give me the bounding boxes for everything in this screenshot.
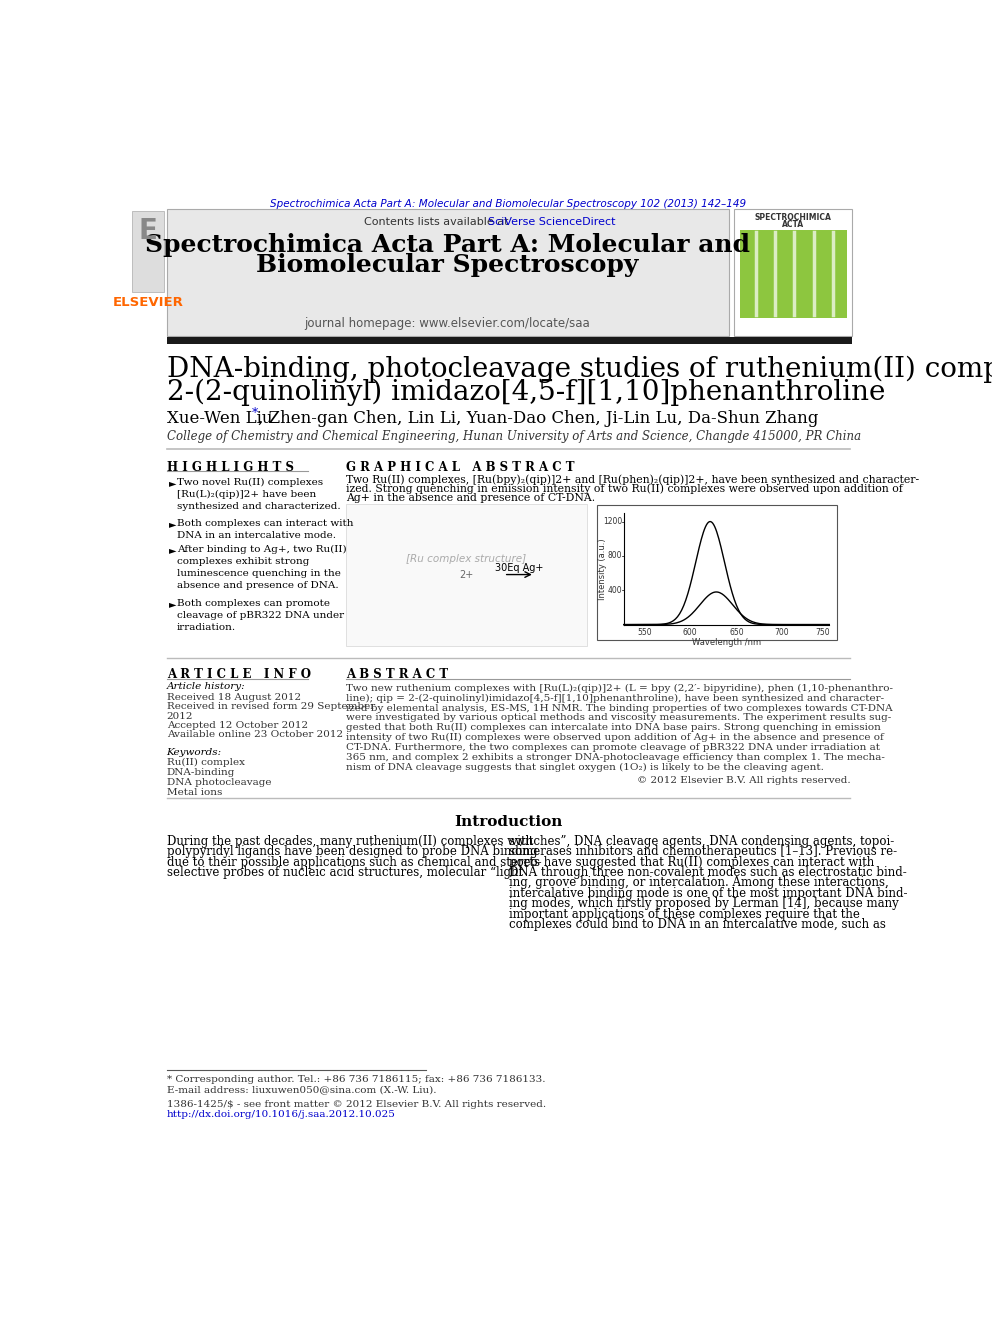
Text: ►: ► — [169, 479, 177, 488]
Text: line); qip = 2-(2-quinolinyl)imidazo[4,5-f][1,10]phenanthroline), have been synt: line); qip = 2-(2-quinolinyl)imidazo[4,5… — [346, 693, 885, 703]
Text: journal homepage: www.elsevier.com/locate/saa: journal homepage: www.elsevier.com/locat… — [305, 316, 590, 329]
Text: [Ru complex structure]: [Ru complex structure] — [407, 554, 527, 564]
Bar — [346, 504, 586, 646]
Text: DNA-binding, photocleavage studies of ruthenium(II) complexes with: DNA-binding, photocleavage studies of ru… — [167, 356, 992, 384]
Text: polypyridyl ligands have been designed to probe DNA binding: polypyridyl ligands have been designed t… — [167, 845, 538, 859]
Text: 2012: 2012 — [167, 712, 193, 721]
Text: DNA-binding: DNA-binding — [167, 767, 235, 777]
Text: important applications of these complexes require that the: important applications of these complexe… — [509, 908, 860, 921]
Text: 650: 650 — [729, 627, 744, 636]
Text: Contents lists available at: Contents lists available at — [364, 217, 512, 226]
Text: Biomolecular Spectroscopy: Biomolecular Spectroscopy — [256, 254, 639, 278]
Text: Received in revised form 29 September: Received in revised form 29 September — [167, 703, 375, 712]
Text: 30Eq Ag+: 30Eq Ag+ — [495, 564, 544, 573]
Text: nism of DNA cleavage suggests that singlet oxygen (1O₂) is likely to be the clea: nism of DNA cleavage suggests that singl… — [346, 763, 824, 771]
Text: DNA through three non-covalent modes such as electrostatic bind-: DNA through three non-covalent modes suc… — [509, 867, 907, 878]
Text: Article history:: Article history: — [167, 683, 245, 692]
Text: Keywords:: Keywords: — [167, 747, 222, 757]
Text: http://dx.doi.org/10.1016/j.saa.2012.10.025: http://dx.doi.org/10.1016/j.saa.2012.10.… — [167, 1110, 396, 1119]
Text: Available online 23 October 2012: Available online 23 October 2012 — [167, 730, 343, 740]
Bar — [740, 230, 847, 318]
Text: ►: ► — [169, 519, 177, 529]
Text: Spectrochimica Acta Part A: Molecular and: Spectrochimica Acta Part A: Molecular an… — [145, 233, 750, 258]
Text: College of Chemistry and Chemical Engineering, Hunan University of Arts and Scie: College of Chemistry and Chemical Engine… — [167, 430, 861, 443]
Text: A R T I C L E   I N F O: A R T I C L E I N F O — [167, 668, 310, 681]
Text: Received 18 August 2012: Received 18 August 2012 — [167, 693, 301, 703]
Text: During the past decades, many ruthenium(II) complexes with: During the past decades, many ruthenium(… — [167, 835, 533, 848]
Text: Xue-Wen Liu: Xue-Wen Liu — [167, 410, 278, 427]
Text: Two new ruthenium complexes with [Ru(L)₂(qip)]2+ (L = bpy (2,2′- bipyridine), ph: Two new ruthenium complexes with [Ru(L)₂… — [346, 684, 894, 693]
Text: selective probes of nucleic acid structures, molecular “light: selective probes of nucleic acid structu… — [167, 867, 523, 878]
Text: 550: 550 — [637, 627, 652, 636]
Text: 365 nm, and complex 2 exhibits a stronger DNA-photocleavage efficiency than comp: 365 nm, and complex 2 exhibits a stronge… — [346, 753, 885, 762]
Text: were investigated by various optical methods and viscosity measurements. The exp: were investigated by various optical met… — [346, 713, 892, 722]
Text: E-mail address: liuxuwen050@sina.com (X.-W. Liu).: E-mail address: liuxuwen050@sina.com (X.… — [167, 1085, 436, 1094]
Text: E: E — [139, 217, 158, 245]
Text: ►: ► — [169, 599, 177, 609]
Text: 700: 700 — [775, 627, 790, 636]
Text: Metal ions: Metal ions — [167, 789, 222, 796]
Bar — [167, 209, 728, 336]
Text: CT-DNA. Furthermore, the two complexes can promote cleavage of pBR322 DNA under : CT-DNA. Furthermore, the two complexes c… — [346, 744, 881, 751]
Text: ing modes, which firstly proposed by Lerman [14], because many: ing modes, which firstly proposed by Ler… — [509, 897, 899, 910]
Text: ELSEVIER: ELSEVIER — [112, 296, 184, 308]
Text: switches”, DNA cleavage agents, DNA condensing agents, topoi-: switches”, DNA cleavage agents, DNA cond… — [509, 835, 895, 848]
Text: somerases inhibitors and chemotherapeutics [1–13]. Previous re-: somerases inhibitors and chemotherapeuti… — [509, 845, 898, 859]
Text: intercalative binding mode is one of the most important DNA bind-: intercalative binding mode is one of the… — [509, 886, 908, 900]
Text: Both complexes can promote
cleavage of pBR322 DNA under
irradiation.: Both complexes can promote cleavage of p… — [177, 599, 344, 632]
Text: ized by elemental analysis, ES-MS, 1H NMR. The binding properties of two complex: ized by elemental analysis, ES-MS, 1H NM… — [346, 704, 893, 713]
Text: 800: 800 — [608, 552, 622, 561]
Text: ►: ► — [169, 545, 177, 556]
Text: Two Ru(II) complexes, [Ru(bpy)₂(qip)]2+ and [Ru(phen)₂(qip)]2+, have been synthe: Two Ru(II) complexes, [Ru(bpy)₂(qip)]2+ … — [346, 475, 920, 486]
Text: ACTA: ACTA — [782, 220, 804, 229]
Text: SPECTROCHIMICA: SPECTROCHIMICA — [754, 213, 831, 222]
Text: Wavelength /nm: Wavelength /nm — [692, 639, 761, 647]
Text: 400: 400 — [608, 586, 622, 595]
Text: Introduction: Introduction — [454, 815, 562, 828]
Bar — [734, 209, 852, 336]
Text: After binding to Ag+, two Ru(II)
complexes exhibit strong
luminescence quenching: After binding to Ag+, two Ru(II) complex… — [177, 545, 346, 590]
Text: Spectrochimica Acta Part A: Molecular and Biomolecular Spectroscopy 102 (2013) 1: Spectrochimica Acta Part A: Molecular an… — [271, 198, 746, 209]
Text: ing, groove binding, or intercalation. Among these interactions,: ing, groove binding, or intercalation. A… — [509, 876, 889, 889]
Text: SciVerse ScienceDirect: SciVerse ScienceDirect — [488, 217, 616, 226]
Text: 2-(2-quinolinyl) imidazo[4,5-f][1,10]phenanthroline: 2-(2-quinolinyl) imidazo[4,5-f][1,10]phe… — [167, 378, 885, 406]
Text: H I G H L I G H T S: H I G H L I G H T S — [167, 462, 294, 475]
Text: ports have suggested that Ru(II) complexes can interact with: ports have suggested that Ru(II) complex… — [509, 856, 874, 869]
Text: Both complexes can interact with
DNA in an intercalative mode.: Both complexes can interact with DNA in … — [177, 519, 353, 540]
Bar — [597, 505, 837, 640]
Bar — [167, 337, 852, 344]
Text: 1200: 1200 — [603, 517, 622, 527]
Text: complexes could bind to DNA in an intercalative mode, such as: complexes could bind to DNA in an interc… — [509, 918, 886, 931]
Text: due to their possible applications such as chemical and stereo-: due to their possible applications such … — [167, 856, 542, 869]
Text: 2+: 2+ — [459, 570, 473, 579]
Text: gested that both Ru(II) complexes can intercalate into DNA base pairs. Strong qu: gested that both Ru(II) complexes can in… — [346, 724, 881, 733]
Text: Ru(II) complex: Ru(II) complex — [167, 758, 245, 767]
Text: © 2012 Elsevier B.V. All rights reserved.: © 2012 Elsevier B.V. All rights reserved… — [637, 777, 850, 786]
Text: Two novel Ru(II) complexes
[Ru(L)₂(qip)]2+ have been
synthesized and characteriz: Two novel Ru(II) complexes [Ru(L)₂(qip)]… — [177, 479, 340, 511]
Text: DNA photocleavage: DNA photocleavage — [167, 778, 271, 787]
Text: G R A P H I C A L   A B S T R A C T: G R A P H I C A L A B S T R A C T — [346, 462, 575, 475]
Text: * Corresponding author. Tel.: +86 736 7186115; fax: +86 736 7186133.: * Corresponding author. Tel.: +86 736 71… — [167, 1076, 546, 1084]
Text: Ag+ in the absence and presence of CT-DNA.: Ag+ in the absence and presence of CT-DN… — [346, 493, 595, 503]
Text: Accepted 12 October 2012: Accepted 12 October 2012 — [167, 721, 308, 730]
Text: ized. Strong quenching in emission intensity of two Ru(II) complexes were observ: ized. Strong quenching in emission inten… — [346, 484, 904, 495]
Text: 600: 600 — [682, 627, 697, 636]
Text: 750: 750 — [815, 627, 830, 636]
Text: A B S T R A C T: A B S T R A C T — [346, 668, 448, 681]
Text: intensity of two Ru(II) complexes were observed upon addition of Ag+ in the abse: intensity of two Ru(II) complexes were o… — [346, 733, 884, 742]
Text: 1386-1425/$ - see front matter © 2012 Elsevier B.V. All rights reserved.: 1386-1425/$ - see front matter © 2012 El… — [167, 1099, 546, 1109]
Text: *: * — [252, 407, 258, 421]
Text: , Zhen-gan Chen, Lin Li, Yuan-Dao Chen, Ji-Lin Lu, Da-Shun Zhang: , Zhen-gan Chen, Lin Li, Yuan-Dao Chen, … — [258, 410, 818, 427]
Text: Intensity (a.u.): Intensity (a.u.) — [597, 538, 607, 599]
Bar — [132, 212, 165, 292]
